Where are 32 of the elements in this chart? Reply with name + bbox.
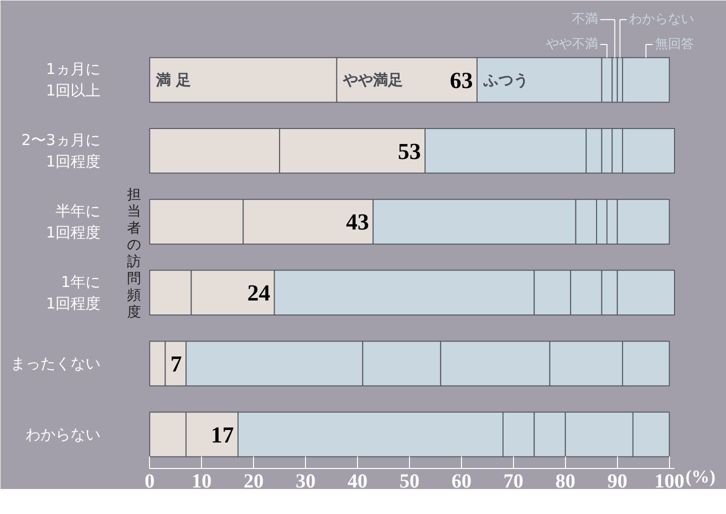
series-label: ふつう <box>482 70 528 89</box>
annotation: 43 <box>346 210 369 235</box>
series-label: 満 足 <box>154 70 192 89</box>
x-tick-label: 50 <box>400 470 420 492</box>
y-axis-title: 担当者の訪問頻度 <box>127 186 142 320</box>
x-tick-label: 60 <box>451 470 472 492</box>
x-tick-label: 10 <box>192 470 212 492</box>
y-tick-label: まったくない <box>10 354 100 373</box>
annotation: 24 <box>247 280 271 306</box>
x-tick-label: 100 <box>654 470 684 492</box>
annotation: 53 <box>398 138 421 164</box>
x-tick-label: 20 <box>244 470 264 492</box>
series-label: 無回答 <box>654 36 694 52</box>
series-label: やや満足 <box>342 70 403 89</box>
x-tick-label: 90 <box>607 470 628 492</box>
text: わからない <box>628 12 694 28</box>
y-tick-label: 半年に 1回程度 <box>46 202 101 242</box>
y-tick-label: わからない <box>26 425 100 444</box>
y-tick-label: 1ヵ月に 1回以上 <box>46 60 101 100</box>
annotation: 63 <box>450 68 473 93</box>
y-tick-label: 2〜3ヵ月に 1回程度 <box>21 131 101 171</box>
x-tick-label: 0 <box>144 470 155 492</box>
annotation: 17 <box>210 422 234 448</box>
x-tick-label: 80 <box>555 470 576 492</box>
text: 不満 <box>572 12 598 28</box>
x-tick-label: 30 <box>296 470 316 492</box>
x-axis-title: (%) <box>686 466 716 486</box>
x-tick-label: 70 <box>503 470 524 492</box>
x-tick-label: 40 <box>348 470 368 492</box>
y-tick-label: 1年に 1回程度 <box>46 272 101 312</box>
annotation: 7 <box>170 352 182 377</box>
series-label: やや不満 <box>546 36 598 52</box>
